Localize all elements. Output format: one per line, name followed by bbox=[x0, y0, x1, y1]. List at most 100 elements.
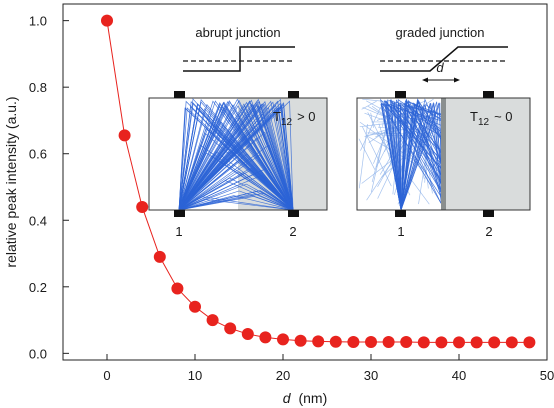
data-point bbox=[294, 334, 307, 347]
inset-title-graded: graded junction bbox=[396, 25, 485, 40]
x-tick-label: 0 bbox=[103, 368, 110, 383]
x-tick-label: 20 bbox=[276, 368, 290, 383]
ray bbox=[380, 98, 442, 211]
ray bbox=[400, 98, 442, 211]
transmission-relation-graded: ~ 0 bbox=[494, 109, 512, 124]
ray bbox=[383, 100, 442, 211]
ray bbox=[178, 129, 294, 211]
electron-rays-abrupt bbox=[178, 98, 294, 211]
device-right-graded bbox=[446, 98, 530, 210]
ray bbox=[178, 107, 294, 211]
device-frame-graded bbox=[356, 97, 531, 211]
ray bbox=[371, 133, 385, 193]
ray bbox=[389, 103, 442, 211]
ray bbox=[400, 102, 442, 211]
contact-bottom-right-abrupt bbox=[288, 210, 299, 217]
contact-bottom-left-abrupt bbox=[174, 210, 185, 217]
ray bbox=[178, 193, 294, 211]
y-tick-label: 1.0 bbox=[29, 14, 47, 29]
device-frame-abrupt bbox=[148, 97, 328, 211]
ray bbox=[393, 102, 442, 211]
x-axis-unit: (nm) bbox=[298, 390, 327, 406]
y-tick-label: 0.8 bbox=[29, 80, 47, 95]
ray bbox=[382, 103, 442, 211]
ray bbox=[178, 107, 294, 211]
ray bbox=[178, 195, 294, 211]
transmission-symbol-graded: T bbox=[470, 109, 478, 124]
ray bbox=[400, 102, 442, 211]
ray bbox=[178, 105, 294, 211]
ray bbox=[178, 100, 294, 211]
y-tick-label: 0.2 bbox=[29, 280, 47, 295]
plot-frame bbox=[62, 3, 548, 361]
x-axis-symbol: d bbox=[283, 390, 292, 406]
ray bbox=[178, 159, 294, 211]
band-step-abrupt bbox=[183, 46, 295, 72]
ray bbox=[178, 133, 294, 211]
y-tick-label: 0.6 bbox=[29, 147, 47, 162]
ray bbox=[178, 190, 294, 211]
data-point bbox=[523, 336, 536, 349]
data-point bbox=[400, 336, 413, 349]
ray bbox=[178, 151, 294, 211]
ray bbox=[361, 100, 377, 110]
ray bbox=[178, 138, 294, 211]
y-tick-label: 0.0 bbox=[29, 346, 47, 361]
contact-top-right-abrupt bbox=[288, 91, 299, 98]
data-point bbox=[470, 336, 483, 349]
transmission-label-abrupt: T12 > 0 bbox=[273, 109, 316, 128]
data-point bbox=[347, 336, 360, 349]
x-tick-label: 10 bbox=[188, 368, 202, 383]
contact-label-1-abrupt: 1 bbox=[175, 224, 182, 239]
contact-bottom-right-graded bbox=[483, 210, 494, 217]
contact-top-left-abrupt bbox=[174, 91, 185, 98]
data-point bbox=[505, 336, 518, 349]
ray bbox=[358, 138, 376, 170]
ray bbox=[360, 106, 382, 151]
ray bbox=[400, 102, 442, 211]
data-point bbox=[329, 335, 342, 348]
x-tick-label: 50 bbox=[540, 368, 554, 383]
data-point bbox=[259, 331, 272, 344]
data-point bbox=[488, 336, 501, 349]
band-ramp-graded bbox=[380, 46, 508, 72]
data-point bbox=[153, 250, 166, 263]
ray bbox=[400, 103, 442, 211]
ray bbox=[398, 102, 442, 211]
ray bbox=[178, 190, 294, 211]
ray bbox=[178, 144, 294, 211]
ray bbox=[399, 103, 442, 211]
data-point bbox=[189, 300, 201, 313]
axis-ticks: 0 10 20 30 40 50 0.0 0.2 0.4 0.6 0.8 1.0 bbox=[29, 14, 554, 383]
graded-region bbox=[441, 98, 446, 210]
ray bbox=[178, 125, 294, 211]
data-point bbox=[417, 336, 430, 349]
x-tick-label: 30 bbox=[364, 368, 378, 383]
data-point bbox=[453, 336, 465, 349]
data-point bbox=[312, 335, 325, 348]
width-symbol-graded: d bbox=[436, 60, 444, 75]
ray bbox=[400, 104, 442, 211]
width-arrowhead-right bbox=[454, 77, 460, 83]
ray bbox=[178, 154, 294, 211]
contact-bottom-left-graded bbox=[395, 210, 406, 217]
contact-label-2-abrupt: 2 bbox=[289, 224, 296, 239]
data-point bbox=[101, 14, 113, 27]
ray bbox=[389, 99, 442, 211]
inset-graded-junction: graded junction d 1 2 T12 ~ 0 bbox=[356, 25, 531, 239]
ray bbox=[178, 105, 294, 211]
data-point bbox=[241, 328, 254, 341]
width-arrowhead-left bbox=[422, 77, 428, 83]
data-point bbox=[206, 314, 219, 327]
ray bbox=[178, 131, 294, 211]
ray bbox=[178, 100, 294, 211]
ray bbox=[178, 152, 294, 211]
transmission-label-graded: T12 ~ 0 bbox=[470, 109, 513, 128]
data-point bbox=[136, 200, 149, 213]
ray bbox=[400, 102, 442, 211]
transmission-relation-abrupt: > 0 bbox=[297, 109, 315, 124]
ray bbox=[178, 135, 294, 211]
ray bbox=[400, 99, 442, 211]
ray bbox=[178, 100, 294, 211]
